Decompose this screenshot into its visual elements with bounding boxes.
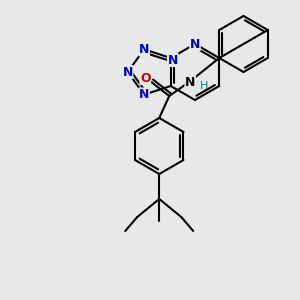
Text: N: N	[190, 38, 200, 50]
Text: N: N	[139, 43, 149, 56]
Text: H: H	[200, 81, 208, 91]
Text: N: N	[139, 88, 149, 101]
Text: O: O	[140, 71, 151, 85]
Text: N: N	[168, 53, 178, 67]
Text: N: N	[185, 76, 195, 88]
Text: N: N	[122, 65, 133, 79]
